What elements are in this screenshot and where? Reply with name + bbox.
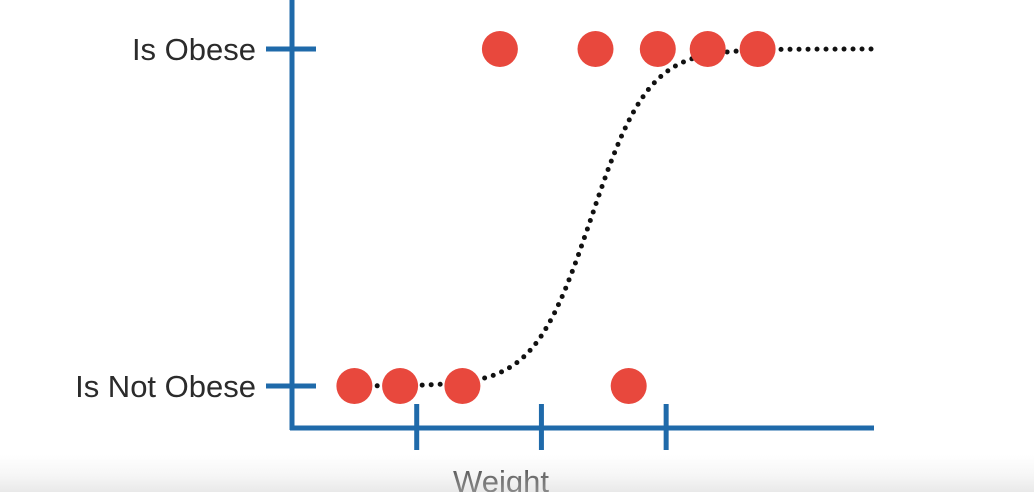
data-point-2 [382,368,419,404]
y-tick-label-2: Is Obese [132,32,256,67]
x-axis-label: Weight [453,464,549,492]
data-point-5 [481,31,518,67]
data-point-4 [610,368,647,404]
data-point-3 [444,368,481,404]
y-tick-label-1: Is Not Obese [75,369,256,404]
points-layer [336,31,776,404]
data-point-9 [739,31,776,67]
axes-layer [266,0,874,450]
data-point-8 [689,31,726,67]
curve-layer [347,46,877,389]
labels-layer: Is Not Obese Is Obese Weight [75,32,549,492]
data-point-1 [336,368,373,404]
data-point-7 [639,31,676,67]
data-point-6 [577,31,614,67]
logistic-curve [347,46,877,389]
